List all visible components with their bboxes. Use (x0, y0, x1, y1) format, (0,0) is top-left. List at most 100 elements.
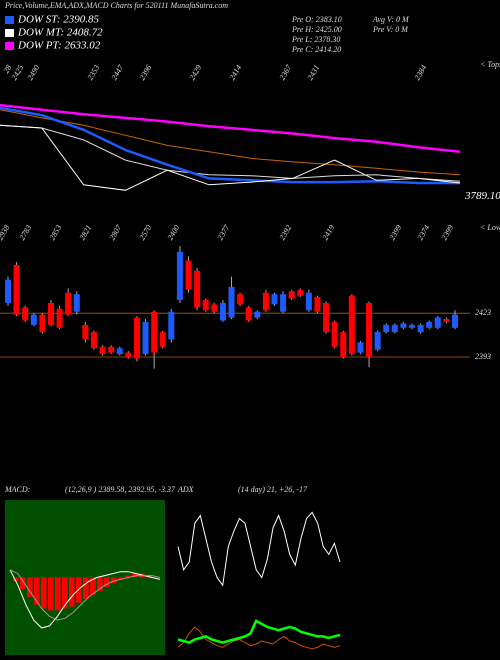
y-tick-label: 2393 (475, 352, 491, 361)
macd-hist (69, 577, 75, 607)
marker-label: 2414 (228, 63, 244, 81)
candle-body (185, 260, 192, 290)
candle-body (228, 286, 235, 318)
info-text: Pre V: 0 M (372, 25, 409, 34)
marker-label: 2938 (0, 223, 11, 241)
marker-label: 2853 (48, 223, 64, 241)
series-line (177, 511, 341, 587)
marker-label: 2396 (138, 63, 154, 81)
candle-body (168, 311, 175, 340)
candle-body (237, 294, 244, 305)
marker-label: 2399 (440, 223, 456, 241)
info-text: Pre C: 2414.20 (291, 45, 341, 54)
candle-body (391, 324, 398, 333)
candle-body (22, 307, 29, 321)
candle-body (434, 317, 441, 328)
marker-label: 2570 (138, 223, 154, 241)
candle-body (426, 321, 433, 328)
marker-label: 2400 (166, 223, 182, 241)
page-title: Price,Volume,EMA,ADX,MACD Charts for 520… (4, 1, 228, 10)
legend-label: DOW PT: 2633.02 (17, 40, 101, 52)
candle-body (151, 311, 158, 353)
candle-body (417, 324, 424, 333)
candle-body (5, 279, 11, 303)
candle-body (194, 270, 201, 308)
candle-body (374, 332, 381, 350)
macd-hist (111, 577, 117, 584)
series-line (9, 569, 161, 621)
macd-hist (27, 577, 33, 597)
macd-hist (55, 577, 61, 611)
candle-body (254, 311, 261, 318)
candle-body (280, 294, 287, 312)
macd-hist (34, 577, 40, 605)
series-line (9, 569, 161, 629)
macd-hist (83, 577, 89, 599)
candle-body (13, 264, 20, 315)
macd-hist (13, 577, 19, 582)
candle-body (159, 332, 166, 347)
marker-label: 2399 (388, 223, 404, 241)
candle-body (176, 251, 183, 301)
legend-swatch (5, 16, 14, 24)
legend-swatch (5, 29, 14, 37)
marker-label: 2490 (26, 63, 42, 81)
candle-body (357, 342, 364, 353)
marker-label: 2353 (86, 63, 102, 81)
series-line (0, 106, 460, 185)
macd-hist (41, 577, 47, 609)
series-line (0, 124, 461, 191)
candle-body (30, 314, 37, 325)
candle-body (297, 289, 304, 296)
panel-title: ADX (177, 485, 195, 494)
candle-body (323, 302, 330, 333)
macd-hist (90, 577, 96, 595)
candle-body (400, 323, 407, 328)
marker-label: 2431 (306, 63, 322, 81)
marker-label: 2377 (216, 223, 232, 242)
candle-body (39, 314, 46, 333)
info-text: Pre O: 2383.10 (291, 15, 342, 24)
candle-body (116, 348, 123, 355)
candle-body (288, 291, 295, 299)
candle-body (409, 324, 416, 328)
macd-hist (118, 577, 124, 580)
legend-swatch (5, 42, 14, 50)
candle-body (142, 321, 149, 355)
marker-label: 2384 (413, 63, 429, 81)
candle-body (202, 300, 209, 311)
candle-body (366, 302, 373, 358)
macd-hist (48, 577, 54, 611)
marker-label: 2807 (108, 223, 124, 242)
marker-label: 2447 (110, 63, 126, 82)
candle-body (65, 292, 72, 315)
macd-hist (104, 577, 110, 588)
candle-body (73, 294, 80, 312)
marker-label: 2419 (321, 223, 337, 241)
series-line (0, 109, 461, 176)
macd-hist (62, 577, 68, 609)
y-tick-label: 2423 (475, 308, 491, 317)
marker-label: 2367 (278, 63, 294, 82)
y-tick-label: 3789.10 (464, 190, 500, 202)
panel-subtitle: (12,26,9 ) 2389.58, 2392.95, -3.37 (65, 485, 176, 494)
candle-body (133, 317, 140, 359)
candle-body (56, 308, 63, 328)
marker-label: 2374 (416, 223, 432, 241)
candle-body (305, 292, 312, 311)
macd-hist (97, 577, 103, 592)
candle-body (383, 324, 390, 333)
candle-body (340, 332, 347, 358)
candle-body (331, 321, 338, 347)
candle-body (82, 324, 89, 340)
marker-label: 2425 (10, 63, 26, 81)
candle-body (271, 294, 278, 305)
legend-label: DOW ST: 2390.85 (17, 14, 99, 26)
marker-label: 2783 (18, 223, 34, 241)
candle-body (108, 346, 115, 353)
marker-label: 2821 (78, 223, 94, 241)
legend-label: DOW MT: 2408.72 (17, 27, 103, 39)
candle-body (99, 346, 106, 355)
